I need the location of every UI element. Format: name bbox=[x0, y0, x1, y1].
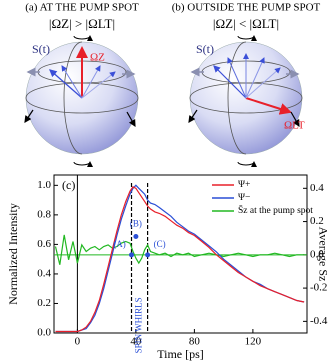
x-tick-label: 80 bbox=[189, 336, 201, 348]
y-tick-label: 0.0 bbox=[37, 327, 51, 339]
series-line bbox=[54, 234, 305, 265]
marker-point bbox=[129, 252, 135, 258]
x-tick-label: 120 bbox=[245, 336, 262, 348]
y2-tick-label: 0.0 bbox=[310, 248, 324, 260]
y2-tick-label: 0.4 bbox=[310, 182, 324, 194]
legend-label: Ψ− bbox=[238, 193, 250, 203]
marker-label: (C) bbox=[154, 239, 166, 249]
plot-frame bbox=[53, 174, 308, 334]
chart: 0 40 80 120 0.0 0.2 0.4 0.6 0.8 1.0 -0.4 -0.2 0.0 0.2… bbox=[6, 174, 328, 361]
series-line bbox=[55, 186, 305, 333]
x-tick-label: 40 bbox=[130, 336, 142, 348]
panel-title: (b) OUTSIDE THE PUMP SPOT bbox=[172, 2, 321, 14]
y-tick-label: 0.4 bbox=[37, 267, 51, 279]
y-tick-label: 0.6 bbox=[37, 238, 51, 250]
state-label: S(t) bbox=[32, 42, 50, 56]
annotation: SPIN WHIRLS bbox=[134, 297, 144, 353]
field-label: ΩLT bbox=[284, 120, 305, 132]
y-tick-label: 0.8 bbox=[37, 208, 51, 220]
marker-point bbox=[145, 252, 151, 258]
marker-label: (A) bbox=[113, 239, 126, 249]
marker-label: (B) bbox=[130, 219, 142, 229]
chart-title: (c) bbox=[62, 178, 75, 192]
x-axis-label: Time [ps] bbox=[157, 347, 204, 361]
y2-tick-label: -0.2 bbox=[310, 282, 327, 294]
y2-tick-label: -0.4 bbox=[310, 315, 328, 327]
condition: |ΩZ| > |ΩLT| bbox=[49, 16, 115, 31]
legend-label: Ψ+ bbox=[238, 180, 250, 190]
x-tick-label: 0 bbox=[75, 336, 81, 348]
sphere-a: (a) AT THE PUMP SPOT |ΩZ| > |ΩLT| S(t) Ω… bbox=[24, 2, 139, 168]
y2-axis-label: Average Sz bbox=[316, 227, 328, 282]
y2-tick-label: 0.2 bbox=[310, 215, 324, 227]
condition: |ΩZ| < |ΩLT| bbox=[213, 16, 279, 31]
legend-label: S̄z at the pump spot bbox=[238, 204, 313, 216]
y-tick-label: 0.2 bbox=[37, 297, 51, 309]
sphere-b: (b) OUTSIDE THE PUMP SPOT |ΩZ| < |ΩLT| S… bbox=[172, 2, 321, 168]
panel-title: (a) AT THE PUMP SPOT bbox=[25, 2, 139, 14]
state-label: S(t) bbox=[196, 42, 214, 56]
y-tick-label: 1.0 bbox=[37, 179, 51, 191]
field-label: ΩZ bbox=[90, 52, 105, 64]
marker-point bbox=[133, 234, 139, 240]
y-axis-label: Normalized Intensity bbox=[6, 203, 20, 305]
